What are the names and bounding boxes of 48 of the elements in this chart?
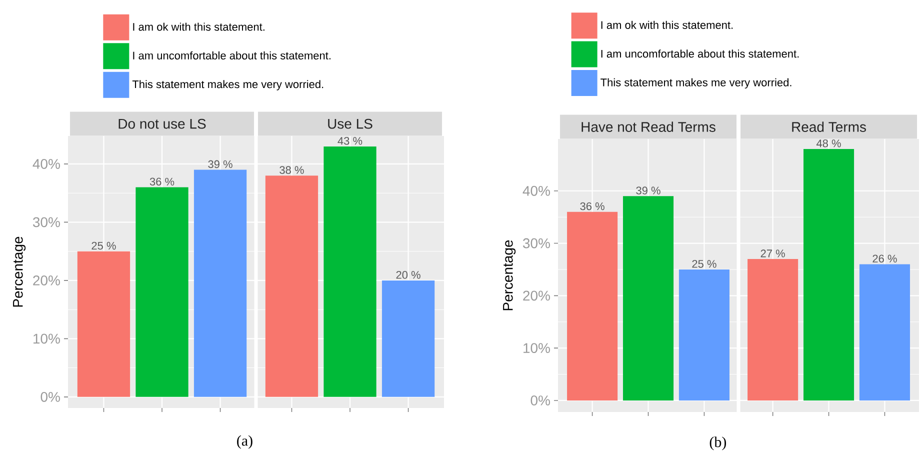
x-tick-label: Do not use LS <box>118 118 206 129</box>
data-label: 20 % <box>396 270 420 279</box>
y-tick-label: 20% <box>33 275 60 286</box>
legend-label: I am ok with this statement. <box>601 20 733 29</box>
y-axis-title: Percentage <box>503 240 516 310</box>
data-label: 36 % <box>150 178 174 186</box>
legend-label: I am ok with this statement. <box>133 22 264 31</box>
bar <box>265 176 318 397</box>
bar <box>859 264 910 400</box>
bar <box>324 146 376 397</box>
y-tick-label: 0% <box>40 392 60 402</box>
bar <box>622 196 674 400</box>
legend-label: This statement makes me very worried. <box>132 80 324 90</box>
bar <box>803 148 854 400</box>
data-label: 36 % <box>580 202 604 210</box>
data-label: 38 % <box>280 166 304 174</box>
y-tick-label: 30% <box>522 238 550 248</box>
y-tick-label: 40% <box>522 186 550 196</box>
legend-label: I am uncomfortable about this statement. <box>133 51 330 60</box>
y-tick-label: 0% <box>530 396 550 406</box>
data-label: 26 % <box>872 254 897 263</box>
y-tick-label: 20% <box>523 290 550 301</box>
legend-label: This statement makes me very worried. <box>600 78 792 89</box>
data-label: 25 % <box>92 242 116 250</box>
data-label: 25 % <box>692 260 716 268</box>
bar <box>194 170 247 397</box>
y-tick-label: 10% <box>524 343 550 354</box>
data-label: 39 % <box>208 160 232 168</box>
data-label: 43 % <box>338 137 362 145</box>
bar <box>382 280 435 397</box>
bar <box>748 258 798 400</box>
y-tick-label: 40% <box>32 158 60 169</box>
x-tick-label: Have not Read Terms <box>582 122 716 132</box>
legend-label: I am uncomfortable about this statement. <box>601 50 799 58</box>
x-tick-label: Read Terms <box>792 122 866 132</box>
y-tick-label: 10% <box>34 334 60 344</box>
x-tick-label: Use LS <box>328 118 372 129</box>
y-tick-label: 30% <box>32 217 60 228</box>
bar <box>136 187 188 397</box>
data-label: 39 % <box>636 186 660 194</box>
bar <box>567 212 618 400</box>
data-label: 48 % <box>816 139 841 148</box>
bar <box>77 251 130 397</box>
text: (b) <box>710 436 726 450</box>
text: (a) <box>237 435 252 449</box>
y-axis-title: Percentage <box>13 236 26 307</box>
data-label: 27 % <box>760 250 785 258</box>
bar <box>678 269 730 400</box>
